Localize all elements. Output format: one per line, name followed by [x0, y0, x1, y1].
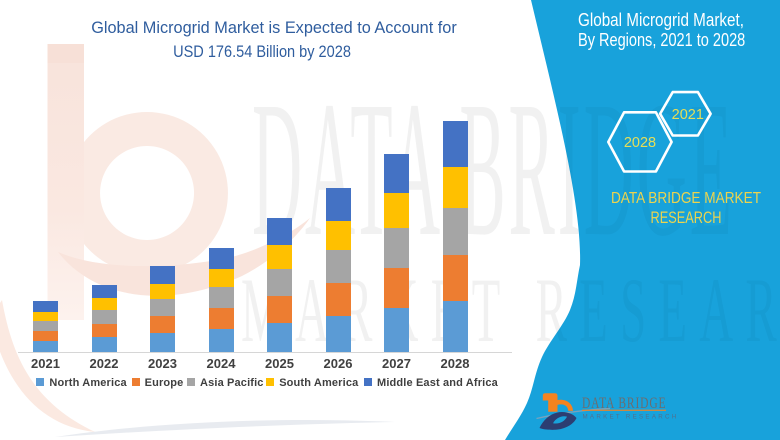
svg-text:MARKET RESEARCH: MARKET RESEARCH [583, 414, 679, 421]
svg-text:2021: 2021 [672, 107, 704, 123]
svg-text:DATA BRIDGE: DATA BRIDGE [582, 395, 666, 412]
svg-text:MARKET RESEARCH: MARKET RESEARCH [241, 259, 780, 361]
svg-text:2028: 2028 [624, 135, 656, 151]
svg-text:DATA BRIDGE: DATA BRIDGE [252, 61, 735, 277]
